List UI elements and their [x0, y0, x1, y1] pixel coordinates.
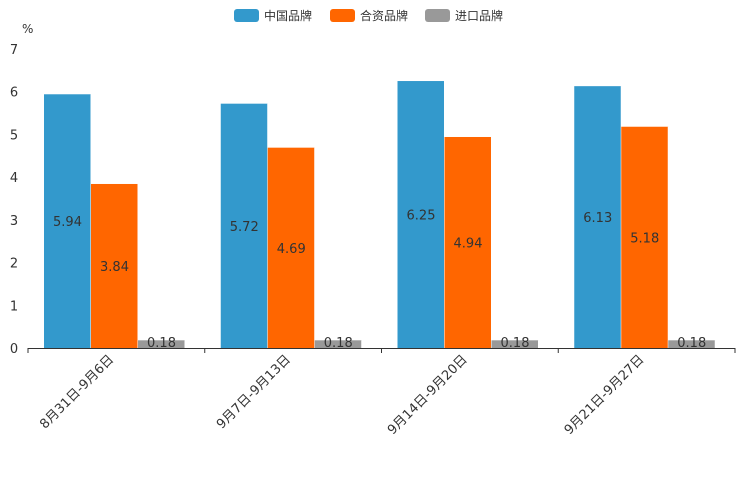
y-axis-ticks: 0 1 2 3 4 5 6 7 [10, 43, 18, 357]
data-label: 4.94 [454, 236, 483, 251]
x-tick-label: 9月14日-9月20日 [385, 352, 471, 438]
data-label: 6.25 [407, 209, 436, 224]
legend-item[interactable]: 合资品牌 [330, 8, 408, 23]
bar[interactable] [220, 103, 268, 348]
y-tick-label: 5 [10, 128, 18, 143]
legend-item[interactable]: 进口品牌 [425, 9, 503, 23]
y-tick-label: 2 [10, 257, 18, 272]
data-label: 0.18 [324, 336, 353, 351]
data-label: 6.13 [583, 211, 612, 226]
x-tick-label: 8月31日-9月6日 [37, 352, 117, 432]
bar[interactable] [91, 183, 138, 348]
bar[interactable] [138, 340, 185, 348]
legend-label: 中国品牌 [264, 8, 312, 23]
legend-swatch [330, 9, 355, 22]
y-tick-label: 7 [10, 43, 18, 58]
legend-item[interactable]: 中国品牌 [234, 8, 312, 23]
data-label: 4.69 [277, 242, 306, 257]
bar[interactable] [444, 136, 492, 348]
bar[interactable] [574, 86, 622, 348]
bar[interactable] [314, 340, 362, 348]
x-tick-label: 9月7日-9月13日 [214, 352, 294, 432]
bar[interactable] [397, 81, 445, 349]
legend: 中国品牌 合资品牌 进口品牌 [234, 8, 503, 23]
x-axis: 8月31日-9月6日 9月7日-9月13日 9月14日-9月20日 9月21日-9月2… [27, 348, 736, 438]
y-tick-label: 3 [10, 214, 18, 229]
data-label: 5.18 [630, 231, 659, 246]
bar[interactable] [267, 147, 315, 348]
y-tick-label: 6 [10, 86, 18, 101]
legend-swatch [425, 9, 450, 22]
data-label: 3.84 [100, 260, 129, 275]
x-tick-label: 9月21日-9月27日 [562, 352, 648, 438]
y-tick-label: 0 [10, 342, 18, 357]
y-tick-label: 1 [10, 299, 18, 314]
data-label: 5.94 [53, 215, 82, 230]
bar[interactable] [668, 340, 716, 348]
legend-label: 合资品牌 [360, 8, 408, 23]
y-axis-unit-label: % [22, 22, 33, 36]
bar[interactable] [491, 340, 539, 348]
y-tick-label: 4 [10, 171, 18, 186]
legend-swatch [234, 9, 259, 22]
bar[interactable] [44, 94, 91, 348]
data-label: 0.18 [147, 336, 176, 351]
bar[interactable] [621, 126, 669, 349]
bars: 5.94 3.84 0.18 5.72 4.69 0.18 6.25 4.94 0.18 6.13… [44, 81, 716, 351]
legend-label: 进口品牌 [455, 9, 503, 23]
data-label: 0.18 [501, 336, 530, 351]
data-label: 5.72 [230, 220, 259, 235]
data-label: 0.18 [677, 336, 706, 351]
